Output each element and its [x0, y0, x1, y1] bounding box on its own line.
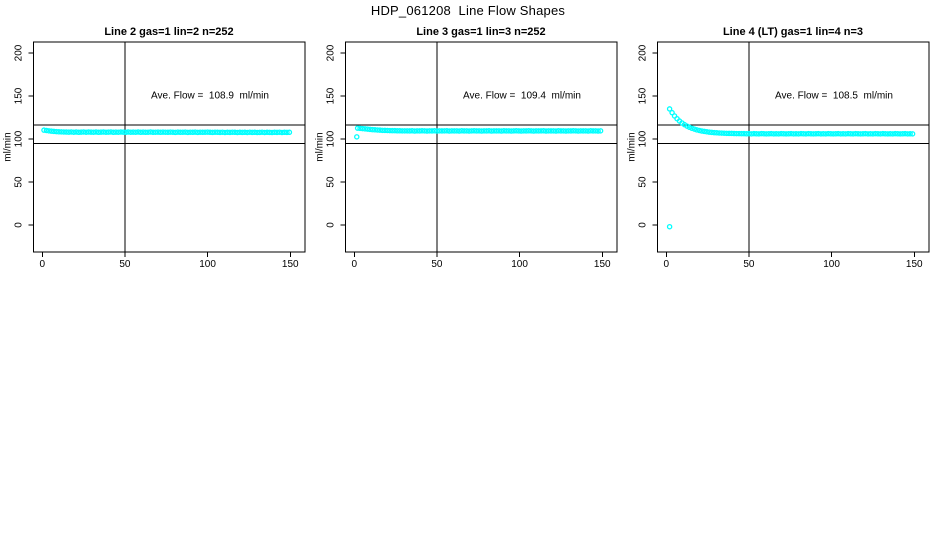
axis-ticks	[652, 52, 915, 257]
panel-title: Line 3 gas=1 lin=3 n=252	[416, 26, 546, 38]
ave-flow-annotation: Ave. Flow = 109.4 ml/min	[463, 90, 581, 102]
reference-lines	[33, 42, 305, 252]
y-axis-label: ml/min	[626, 132, 638, 162]
y-tick-label: 100	[637, 130, 649, 148]
y-tick-label: 150	[325, 87, 337, 105]
y-tick-label: 0	[637, 222, 649, 228]
x-tick-label: 150	[593, 259, 611, 270]
panel-title: Line 2 gas=1 lin=2 n=252	[104, 26, 234, 38]
y-tick-label: 50	[325, 176, 337, 188]
x-tick-label: 0	[39, 259, 46, 270]
x-tick-label: 100	[823, 259, 840, 270]
data-points	[41, 127, 293, 136]
x-tick-label: 150	[281, 259, 299, 270]
x-tick-label: 50	[119, 259, 131, 270]
ave-flow-annotation: Ave. Flow = 108.9 ml/min	[151, 90, 269, 102]
y-tick-label: 50	[637, 176, 649, 188]
x-tick-label: 150	[905, 259, 923, 270]
ave-flow-annotation: Ave. Flow = 108.5 ml/min	[775, 90, 893, 102]
x-tick-label: 0	[351, 259, 358, 270]
y-axis-label: ml/min	[2, 132, 14, 162]
panel-line-3: Line 3 gas=1 lin=3 n=252 Ave. Flow = 109…	[312, 0, 624, 290]
frame-box	[656, 41, 930, 253]
plot-area	[652, 41, 930, 257]
y-tick-label: 0	[325, 222, 337, 228]
y-tick-label: 200	[13, 44, 25, 62]
x-tick-label: 100	[199, 259, 216, 270]
x-tick-label: 100	[511, 259, 528, 270]
reference-lines	[345, 42, 617, 252]
data-points	[354, 125, 604, 140]
data-points	[666, 106, 916, 230]
y-tick-label: 100	[13, 130, 25, 148]
y-tick-label: 150	[13, 87, 25, 105]
y-tick-label: 200	[637, 44, 649, 62]
axis-ticks	[340, 52, 603, 257]
main-title: HDP_061208 Line Flow Shapes	[370, 3, 566, 18]
y-tick-label: 50	[13, 176, 25, 188]
y-tick-label: 150	[637, 87, 649, 105]
x-tick-label: 50	[431, 259, 443, 270]
x-tick-label: 0	[663, 259, 670, 270]
y-axis-label: ml/min	[314, 132, 326, 162]
panel-title: Line 4 (LT) gas=1 lin=4 n=3	[722, 26, 864, 38]
plot-area	[28, 41, 306, 257]
panel-line-4: Line 4 (LT) gas=1 lin=4 n=3 Ave. Flow = …	[624, 0, 936, 290]
panel-line-2: Line 2 gas=1 lin=2 n=252 Ave. Flow = 108…	[0, 0, 312, 290]
plot-area	[340, 41, 618, 257]
reference-lines	[657, 42, 929, 252]
y-tick-label: 0	[13, 222, 25, 228]
axis-ticks	[28, 52, 291, 257]
y-tick-label: 200	[325, 44, 337, 62]
frame-box	[344, 41, 618, 253]
frame-box	[32, 41, 306, 253]
x-tick-label: 50	[743, 259, 755, 270]
y-tick-label: 100	[325, 130, 337, 148]
